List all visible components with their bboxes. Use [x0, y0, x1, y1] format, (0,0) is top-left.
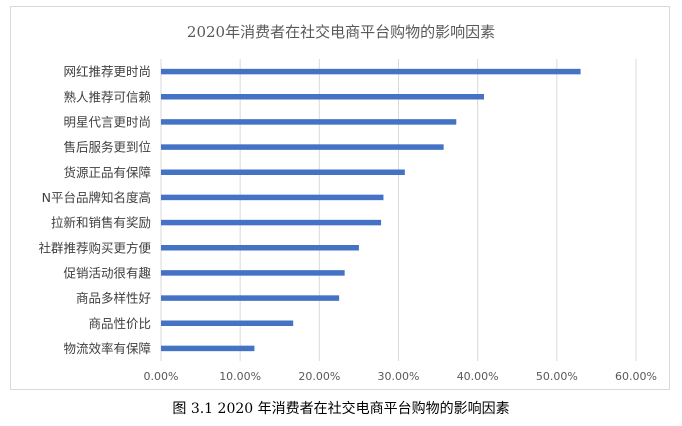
- category-label: 售后服务更到位: [63, 140, 151, 155]
- category-label: 熟人推荐可信赖: [63, 89, 151, 104]
- category-label: 商品性价比: [88, 316, 151, 331]
- x-tick-label: 50.00%: [536, 370, 578, 383]
- category-label: 拉新和销售有奖励: [51, 215, 151, 230]
- bar: [161, 320, 294, 326]
- figure-caption: 图 3.1 2020 年消费者在社交电商平台购物的影响因素: [172, 401, 510, 417]
- bars: [161, 68, 581, 352]
- category-label: 促销活动很有趣: [63, 265, 151, 280]
- chart-title: 2020年消费者在社交电商平台购物的影响因素: [187, 23, 495, 41]
- bar: [161, 194, 384, 201]
- bar: [161, 295, 340, 301]
- x-tick-label: 30.00%: [378, 370, 420, 383]
- bar: [161, 144, 444, 150]
- bar: [161, 219, 382, 226]
- category-label: N平台品牌知名度高: [42, 190, 151, 205]
- bar: [161, 245, 359, 251]
- category-label: 社群推荐购买更方便: [38, 240, 151, 255]
- x-tick-labels: 0.00% 10.00% 20.00% 30.00% 40.00% 50.00% 60.00…: [144, 370, 657, 383]
- grid-lines: [160, 59, 637, 361]
- bar-chart: 2020年消费者在社交电商平台购物的影响因素 网红推荐更时尚熟人推荐可信赖明星代…: [38, 23, 657, 383]
- category-label: 物流效率有保障: [63, 341, 151, 356]
- x-tick-label: 0.00%: [144, 370, 179, 383]
- bar: [161, 119, 457, 125]
- chart-frame: 2020年消费者在社交电商平台购物的影响因素 网红推荐更时尚 熟人推荐可信赖 明星代…: [10, 6, 670, 390]
- x-tick-label: 40.00%: [457, 370, 499, 383]
- category-label: 商品多样性好: [76, 291, 151, 306]
- bar: [161, 94, 484, 100]
- x-tick-label: 20.00%: [298, 370, 340, 383]
- x-tick-label: 10.00%: [219, 370, 261, 383]
- bar: [161, 345, 255, 352]
- category-label: 明星代言更时尚: [63, 114, 151, 129]
- bar: [161, 68, 581, 75]
- bar: [161, 270, 345, 276]
- category-label: 货源正品有保障: [63, 165, 151, 180]
- x-tick-label: 60.00%: [615, 370, 657, 383]
- category-label: 网红推荐更时尚: [63, 64, 151, 79]
- bar: [161, 169, 405, 175]
